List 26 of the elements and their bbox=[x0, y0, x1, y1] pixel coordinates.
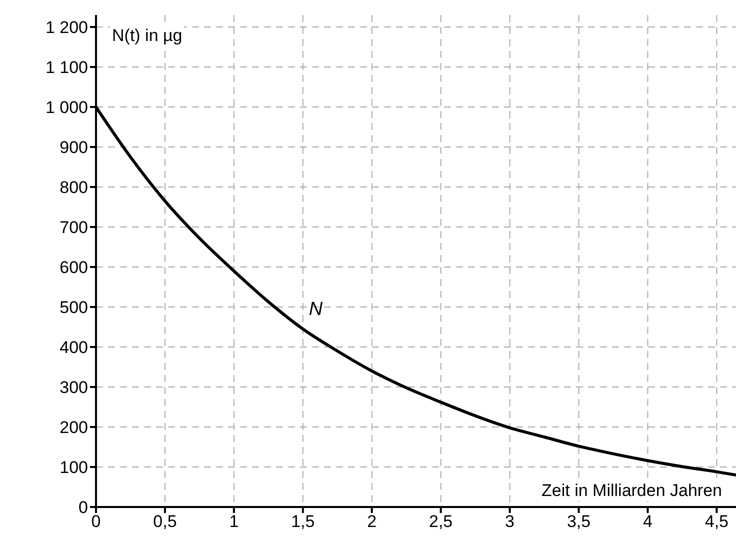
y-tick-label: 200 bbox=[60, 418, 88, 438]
x-axis-title: Zeit in Milliarden Jahren bbox=[540, 481, 724, 501]
x-tick-label: 1,5 bbox=[291, 512, 315, 532]
x-tick-label: 2,5 bbox=[429, 512, 453, 532]
y-tick-label: 900 bbox=[60, 138, 88, 158]
y-tick-label: 600 bbox=[60, 258, 88, 278]
x-tick-label: 1 bbox=[229, 512, 239, 532]
y-tick-label: 1 200 bbox=[45, 18, 88, 38]
y-tick-label: 300 bbox=[60, 378, 88, 398]
y-tick-label: 700 bbox=[60, 218, 88, 238]
x-tick-label: 4 bbox=[642, 512, 652, 532]
x-tick-label: 2 bbox=[367, 512, 377, 532]
y-tick-label: 1 000 bbox=[45, 98, 88, 118]
y-tick-label: 400 bbox=[60, 338, 88, 358]
series-label: N bbox=[308, 299, 323, 320]
y-tick-label: 1 100 bbox=[45, 58, 88, 78]
x-tick-label: 3 bbox=[505, 512, 515, 532]
x-tick-label: 0 bbox=[91, 512, 101, 532]
x-tick-label: 0,5 bbox=[153, 512, 177, 532]
y-tick-label: 800 bbox=[60, 178, 88, 198]
y-axis-title: N(t) in µg bbox=[110, 26, 184, 46]
x-tick-label: 3,5 bbox=[566, 512, 591, 532]
y-tick-label: 100 bbox=[60, 458, 88, 478]
x-tick-label: 4,5 bbox=[704, 512, 729, 532]
y-tick-label: 0 bbox=[78, 498, 88, 518]
y-tick-label: 500 bbox=[60, 298, 88, 318]
